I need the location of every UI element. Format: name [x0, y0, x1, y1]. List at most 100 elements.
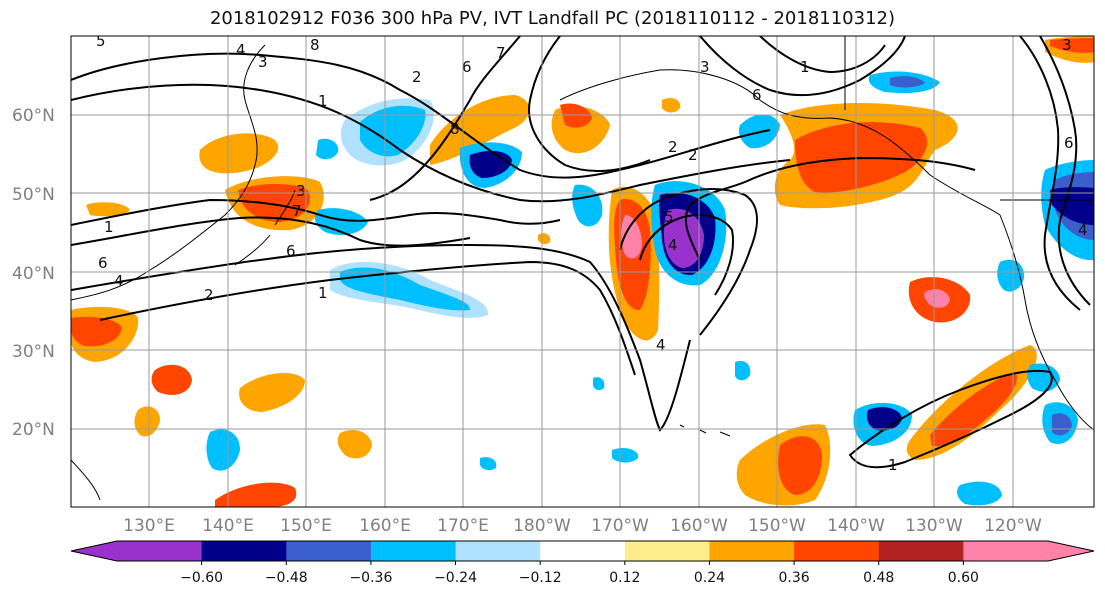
- negative-anomaly: [206, 429, 240, 471]
- positive-anomaly: [560, 103, 592, 128]
- contour-labels: 5 4 3 8 1 2 6 7 8 3 7 6 1 4 6 2 1 2 2 3 …: [96, 36, 1088, 474]
- lon-label: 150°E: [280, 516, 332, 536]
- pv-contour: [71, 243, 691, 432]
- lon-label: 180°W: [513, 516, 571, 536]
- positive-anomaly: [151, 364, 192, 395]
- colorbar-tick-label: 0.12: [609, 570, 640, 586]
- colorbar-tick-label: −0.60: [180, 570, 223, 586]
- positive-anomaly: [86, 202, 130, 217]
- contour-label: 4: [656, 336, 666, 354]
- pv-contour: [369, 36, 521, 201]
- positive-anomaly: [662, 97, 681, 113]
- colorbar-tick-label: 0.60: [948, 570, 979, 586]
- contour-label: 6: [286, 242, 296, 260]
- positive-anomaly: [215, 482, 297, 507]
- lon-label: 140°E: [202, 516, 254, 536]
- positive-anomaly: [930, 372, 1017, 447]
- colorbar-tick-labels: −0.60 −0.48 −0.36 −0.24 −0.12 0.12 0.24 0.36 0.4…: [180, 561, 979, 586]
- contour-label: 6: [752, 86, 762, 104]
- colorbar-tick-label: 0.48: [863, 570, 894, 586]
- colorbar-extend-max: [1048, 541, 1094, 561]
- negative-anomaly: [480, 457, 497, 471]
- pv-contour: [684, 156, 976, 261]
- positive-anomaly: [621, 215, 642, 259]
- colorbar-tick-label: −0.12: [519, 570, 562, 586]
- colorbar-tick-label: 0.36: [779, 570, 810, 586]
- lon-label: 170°E: [437, 516, 489, 536]
- negative-anomaly: [957, 481, 1002, 506]
- country-border-us-canada: [844, 36, 1094, 201]
- map-frame: [70, 35, 1095, 508]
- contour-label: 3: [258, 53, 268, 71]
- pv-contour: [759, 36, 886, 74]
- positive-anomaly: [924, 289, 950, 308]
- negative-anomaly: [593, 377, 605, 391]
- pv-contour: [71, 83, 791, 203]
- contour-label: 4: [668, 236, 678, 254]
- contour-label: 2: [412, 68, 422, 86]
- colorbar-tick-label: −0.24: [434, 570, 477, 586]
- colorbar-swatch: [794, 541, 880, 561]
- pv-contour: [528, 36, 651, 173]
- colorbar-swatch: [963, 541, 1049, 561]
- colorbar-swatch: [878, 541, 964, 561]
- lat-label: 30°N: [12, 342, 55, 362]
- negative-anomaly: [360, 105, 426, 157]
- lat-label: 20°N: [12, 420, 55, 440]
- colorbar-tick-label: −0.36: [349, 570, 392, 586]
- pv-contour: [1039, 36, 1091, 306]
- negative-anomaly: [340, 267, 471, 311]
- coastline-hawaii: [679, 424, 731, 437]
- negative-anomaly: [316, 138, 339, 160]
- positive-anomaly: [199, 133, 279, 174]
- contour-label: 6: [1064, 134, 1074, 152]
- positive-anomaly: [1050, 38, 1094, 53]
- contour-label: 7: [496, 44, 506, 62]
- contour-label: 7: [292, 202, 302, 220]
- contour-label: 8: [450, 120, 460, 138]
- latitude-labels: 60°N 50°N 40°N 30°N 20°N: [12, 106, 55, 440]
- lat-label: 60°N: [12, 106, 55, 126]
- negative-anomaly: [735, 360, 751, 381]
- contour-label: 6: [462, 58, 472, 76]
- lon-label: 130°W: [905, 516, 963, 536]
- contour-label: 2: [668, 138, 678, 156]
- negative-anomaly: [1052, 413, 1072, 436]
- pv-contours: [71, 36, 1091, 469]
- lon-label: 170°W: [591, 516, 649, 536]
- colorbar-outline: [70, 540, 1095, 562]
- pv-contour: [619, 187, 758, 336]
- colorbar-swatch: [286, 541, 372, 561]
- lat-label: 50°N: [12, 185, 55, 205]
- gridlines: [71, 36, 1094, 507]
- colorbar-tick-label: −0.48: [265, 570, 308, 586]
- contour-label: 1: [318, 284, 328, 302]
- positive-anomaly: [239, 373, 305, 412]
- contour-label: 2: [688, 146, 698, 164]
- contour-label: 3: [700, 58, 710, 76]
- lon-label: 140°W: [827, 516, 885, 536]
- contour-label: 8: [310, 36, 320, 54]
- contour-label: 4: [114, 272, 124, 290]
- pv-contour: [71, 198, 561, 226]
- colorbar-swatch: [201, 541, 287, 561]
- positive-anomaly: [538, 233, 551, 245]
- lon-label: 130°E: [123, 516, 175, 536]
- lon-label: 160°W: [670, 516, 728, 536]
- coastline-north-america: [999, 214, 1094, 431]
- positive-anomaly: [430, 95, 530, 165]
- negative-anomaly: [612, 447, 639, 463]
- pv-contour: [639, 214, 734, 296]
- contour-label: 1: [318, 92, 328, 110]
- contour-label: 6: [98, 254, 108, 272]
- contour-label: 1: [800, 58, 810, 76]
- lon-label: 160°E: [359, 516, 411, 536]
- coastline-borneo: [71, 459, 101, 501]
- contour-label: 1: [888, 456, 898, 474]
- positive-anomaly: [71, 316, 122, 347]
- lon-label: 120°W: [984, 516, 1042, 536]
- negative-anomaly: [997, 259, 1025, 292]
- map-title: 2018102912 F036 300 hPa PV, IVT Landfall…: [209, 8, 896, 29]
- colorbar-tick-label: 0.24: [694, 570, 725, 586]
